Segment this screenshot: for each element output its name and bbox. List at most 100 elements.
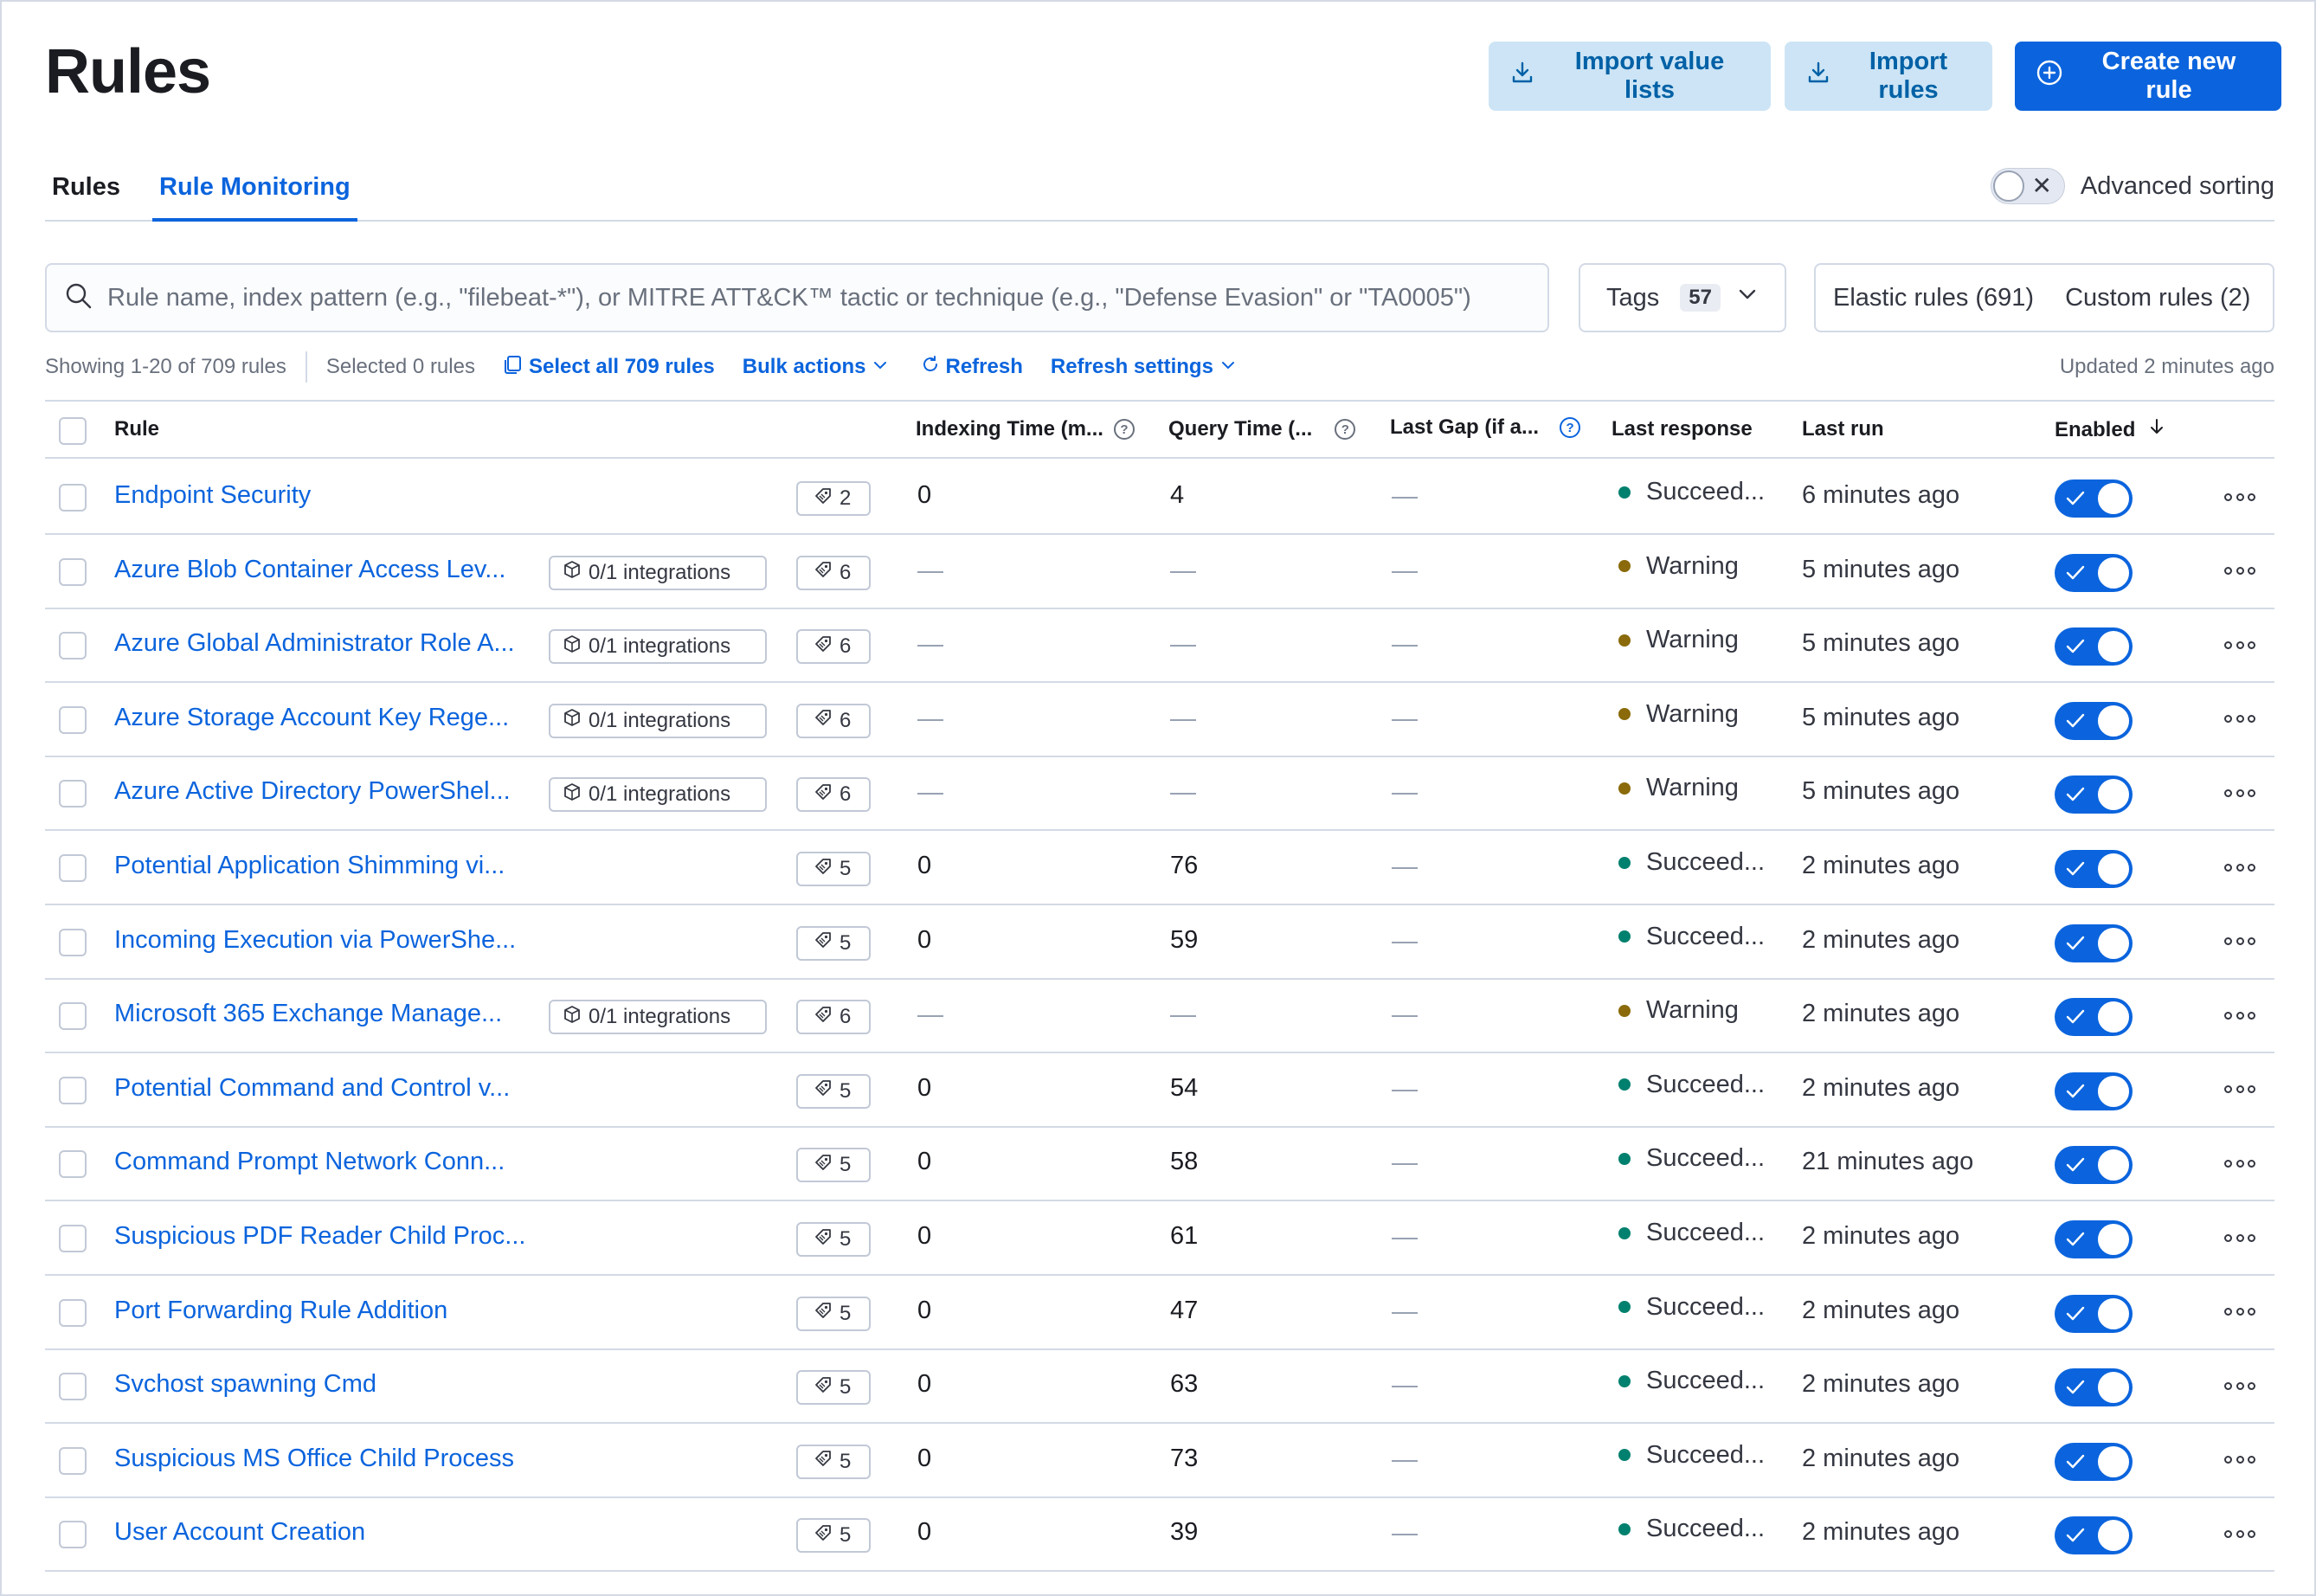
tags-badge[interactable]: 5	[796, 1296, 871, 1331]
row-actions-icon[interactable]	[2224, 634, 2255, 655]
row-checkbox[interactable]	[59, 1150, 87, 1179]
tags-badge[interactable]: 5	[796, 1444, 871, 1479]
column-header-enabled[interactable]: Enabled	[2055, 417, 2166, 442]
last-response-status[interactable]: Warning	[1618, 996, 1739, 1025]
tags-badge[interactable]: 5	[796, 1370, 871, 1406]
rule-enabled-switch[interactable]	[2055, 701, 2133, 740]
rule-name-link[interactable]: Endpoint Security	[114, 481, 312, 509]
last-response-status[interactable]: Succeed...	[1618, 1441, 1765, 1470]
rule-enabled-switch[interactable]	[2055, 1220, 2133, 1258]
tags-badge[interactable]: 5	[796, 1222, 871, 1257]
integrations-badge[interactable]: 0/1 integrations	[549, 777, 767, 813]
rule-enabled-switch[interactable]	[2055, 1368, 2133, 1407]
rule-enabled-switch[interactable]	[2055, 923, 2133, 962]
last-response-status[interactable]: Succeed...	[1618, 848, 1765, 877]
rule-enabled-switch[interactable]	[2055, 1442, 2133, 1481]
tab-rules[interactable]: Rules	[52, 173, 120, 201]
row-checkbox[interactable]	[59, 557, 87, 586]
last-response-status[interactable]: Succeed...	[1618, 1071, 1765, 1099]
tags-badge[interactable]: 6	[796, 703, 871, 738]
last-response-status[interactable]: Succeed...	[1618, 478, 1765, 506]
rule-name-link[interactable]: User Account Creation	[114, 1518, 366, 1547]
rule-name-link[interactable]: Potential Command and Control v...	[114, 1073, 511, 1102]
integrations-badge[interactable]: 0/1 integrations	[549, 629, 767, 665]
rule-name-link[interactable]: Port Forwarding Rule Addition	[114, 1296, 448, 1324]
row-actions-icon[interactable]	[2224, 1523, 2255, 1544]
rule-name-link[interactable]: Azure Blob Container Access Lev...	[114, 555, 506, 583]
tags-badge[interactable]: 6	[796, 629, 871, 665]
tags-badge[interactable]: 6	[796, 777, 871, 813]
search-input[interactable]	[107, 283, 1527, 312]
row-checkbox[interactable]	[59, 854, 87, 882]
rule-name-link[interactable]: Microsoft 365 Exchange Manage...	[114, 1000, 503, 1028]
tags-badge[interactable]: 5	[796, 1148, 871, 1183]
row-checkbox[interactable]	[59, 1076, 87, 1104]
row-actions-icon[interactable]	[2224, 1227, 2255, 1248]
row-checkbox[interactable]	[59, 928, 87, 956]
last-response-status[interactable]: Warning	[1618, 626, 1739, 654]
last-response-status[interactable]: Succeed...	[1618, 1144, 1765, 1173]
tags-badge[interactable]: 2	[796, 481, 871, 516]
refresh-settings-button[interactable]: Refresh settings	[1051, 355, 1241, 379]
rule-name-link[interactable]: Incoming Execution via PowerShe...	[114, 925, 517, 954]
tags-badge[interactable]: 5	[796, 1073, 871, 1109]
integrations-badge[interactable]: 0/1 integrations	[549, 703, 767, 738]
row-actions-icon[interactable]	[2224, 1302, 2255, 1322]
row-checkbox[interactable]	[59, 780, 87, 808]
import-rules-button[interactable]: Import rules	[1785, 42, 1992, 111]
rule-enabled-switch[interactable]	[2055, 850, 2133, 888]
row-actions-icon[interactable]	[2224, 931, 2255, 952]
select-all-checkbox[interactable]	[59, 417, 87, 445]
column-header-query-time[interactable]: Query Time (... ?	[1168, 417, 1356, 441]
create-new-rule-button[interactable]: Create new rule	[2015, 42, 2281, 111]
rule-enabled-switch[interactable]	[2055, 1294, 2133, 1333]
row-checkbox[interactable]	[59, 705, 87, 734]
rule-enabled-switch[interactable]	[2055, 1146, 2133, 1185]
bulk-actions-button[interactable]: Bulk actions	[743, 355, 894, 379]
column-header-last-run[interactable]: Last run	[1802, 417, 1884, 441]
row-actions-icon[interactable]	[2224, 1450, 2255, 1471]
rule-name-link[interactable]: Azure Global Administrator Role A...	[114, 629, 515, 658]
row-checkbox[interactable]	[59, 1446, 87, 1475]
last-response-status[interactable]: Succeed...	[1618, 1367, 1765, 1395]
select-all-link[interactable]: Select all 709 rules	[503, 354, 715, 381]
tags-badge[interactable]: 5	[796, 852, 871, 886]
rule-enabled-switch[interactable]	[2055, 553, 2133, 592]
rule-enabled-switch[interactable]	[2055, 775, 2133, 814]
import-value-lists-button[interactable]: Import value lists	[1489, 42, 1771, 111]
integrations-badge[interactable]: 0/1 integrations	[549, 1000, 767, 1035]
tags-badge[interactable]: 6	[796, 555, 871, 590]
row-checkbox[interactable]	[59, 1373, 87, 1401]
refresh-button[interactable]: Refresh	[921, 355, 1023, 380]
row-actions-icon[interactable]	[2224, 782, 2255, 803]
row-checkbox[interactable]	[59, 1002, 87, 1031]
last-response-status[interactable]: Succeed...	[1618, 1515, 1765, 1543]
tags-badge[interactable]: 5	[796, 1518, 871, 1554]
row-checkbox[interactable]	[59, 484, 87, 512]
question-icon[interactable]: ?	[1113, 419, 1135, 440]
question-icon[interactable]: ?	[1335, 419, 1356, 440]
last-response-status[interactable]: Succeed...	[1618, 1219, 1765, 1247]
last-response-status[interactable]: Warning	[1618, 774, 1739, 802]
column-header-indexing-time[interactable]: Indexing Time (m... ?	[916, 417, 1135, 441]
last-response-status[interactable]: Warning	[1618, 700, 1739, 729]
rule-name-link[interactable]: Azure Storage Account Key Rege...	[114, 703, 510, 731]
row-checkbox[interactable]	[59, 1298, 87, 1327]
column-header-last-gap[interactable]: Last Gap (if a... ?	[1390, 415, 1581, 440]
row-actions-icon[interactable]	[2224, 561, 2255, 582]
tab-rule-monitoring[interactable]: Rule Monitoring	[152, 173, 357, 222]
row-actions-icon[interactable]	[2224, 709, 2255, 730]
row-actions-icon[interactable]	[2224, 486, 2255, 507]
rule-name-link[interactable]: Suspicious MS Office Child Process	[114, 1444, 515, 1472]
rule-name-link[interactable]: Svchost spawning Cmd	[114, 1370, 377, 1399]
row-actions-icon[interactable]	[2224, 1375, 2255, 1396]
row-actions-icon[interactable]	[2224, 1079, 2255, 1100]
rule-enabled-switch[interactable]	[2055, 479, 2133, 518]
row-actions-icon[interactable]	[2224, 857, 2255, 878]
rule-enabled-switch[interactable]	[2055, 998, 2133, 1037]
rule-enabled-switch[interactable]	[2055, 1072, 2133, 1110]
last-response-status[interactable]: Warning	[1618, 552, 1739, 581]
custom-rules-filter[interactable]: Custom rules (2)	[2065, 283, 2251, 312]
tags-filter-button[interactable]: Tags 57	[1579, 263, 1786, 332]
row-actions-icon[interactable]	[2224, 1153, 2255, 1174]
